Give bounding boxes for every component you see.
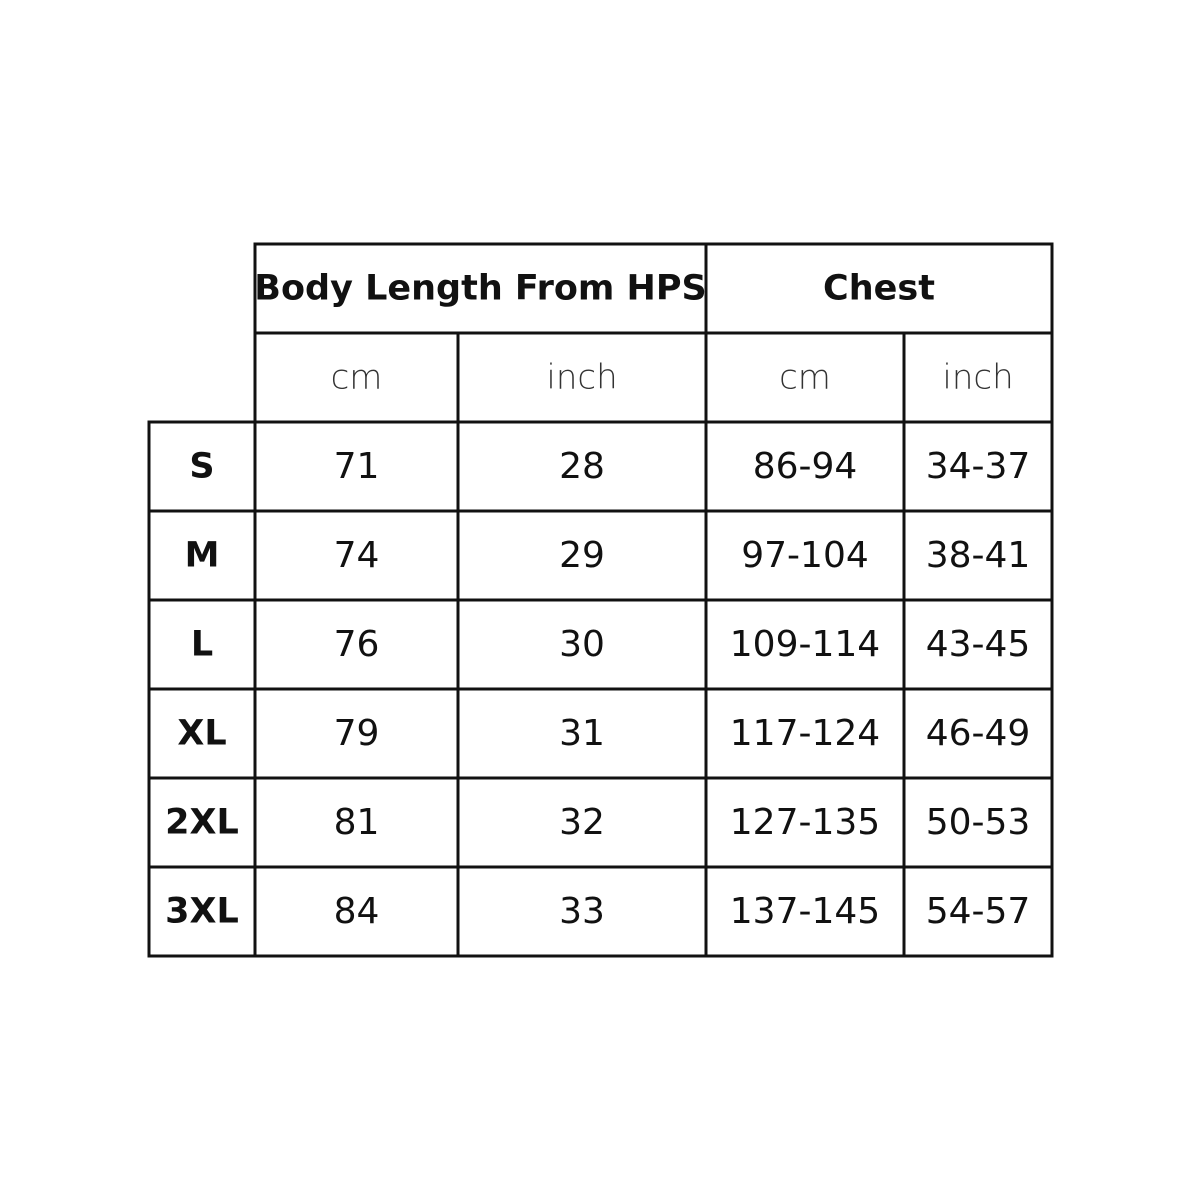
measurement: 117-124 xyxy=(730,713,880,754)
unit-header: cm xyxy=(779,358,831,398)
measurement: 54-57 xyxy=(926,891,1031,932)
measurement: 71 xyxy=(334,446,380,487)
measurement: 31 xyxy=(559,713,605,754)
measurement: 109-114 xyxy=(730,624,880,665)
unit-header: inch xyxy=(942,358,1013,398)
measurement: 32 xyxy=(559,802,605,843)
size-label: XL xyxy=(177,714,226,754)
measurement: 86-94 xyxy=(753,446,858,487)
size-label: S xyxy=(189,447,214,487)
measurement: 38-41 xyxy=(926,535,1031,576)
measurement: 97-104 xyxy=(741,535,869,576)
size-label: 2XL xyxy=(165,803,239,843)
group-header: Chest xyxy=(823,269,935,309)
measurement: 81 xyxy=(334,802,380,843)
measurement: 74 xyxy=(334,535,380,576)
measurement: 28 xyxy=(559,446,605,487)
measurement: 50-53 xyxy=(926,802,1031,843)
measurement: 30 xyxy=(559,624,605,665)
measurement: 43-45 xyxy=(926,624,1031,665)
unit-header: cm xyxy=(331,358,383,398)
measurement: 137-145 xyxy=(730,891,880,932)
size-label: 3XL xyxy=(165,892,239,932)
measurement: 29 xyxy=(559,535,605,576)
measurement: 46-49 xyxy=(926,713,1031,754)
measurement: 33 xyxy=(559,891,605,932)
measurement: 84 xyxy=(334,891,380,932)
measurement: 76 xyxy=(334,624,380,665)
measurement: 34-37 xyxy=(926,446,1031,487)
size-label: M xyxy=(185,536,220,576)
group-header: Body Length From HPS xyxy=(254,269,706,309)
measurement: 79 xyxy=(334,713,380,754)
size-label: L xyxy=(191,625,213,665)
measurement: 127-135 xyxy=(730,802,880,843)
unit-header: inch xyxy=(546,358,617,398)
